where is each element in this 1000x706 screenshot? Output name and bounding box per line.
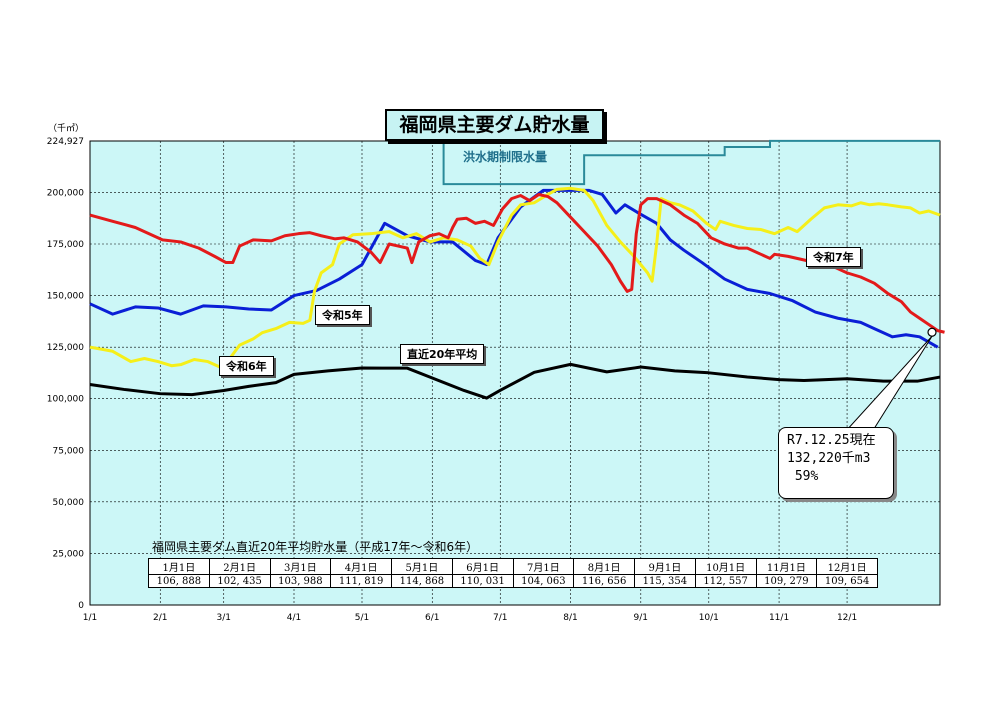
x-tick-label: 4/1 — [287, 613, 301, 623]
x-tick-label: 9/1 — [634, 613, 648, 623]
y-tick-label: 125,000 — [47, 343, 84, 353]
avg-table-header: 4月1日 — [330, 558, 392, 575]
label-r5: 令和5年 — [315, 305, 370, 325]
avg-table-value: 116, 656 — [573, 574, 635, 588]
avg-table-header: 2月1日 — [208, 558, 271, 575]
x-axis-ticks: 1/1 2/1 3/1 4/1 5/1 6/1 7/1 8/1 9/1 10/1 11/1 12/1 — [83, 613, 857, 623]
avg-table-header: 5月1日 — [391, 558, 453, 575]
callout-volume: 132,220千m3 — [787, 451, 871, 466]
current-point-marker — [927, 327, 937, 337]
x-tick-label: 2/1 — [153, 613, 167, 623]
avg-table-header: 11月1日 — [755, 558, 818, 575]
avg-table-header: 3月1日 — [269, 558, 332, 575]
x-tick-label: 3/1 — [216, 613, 230, 623]
avg-table-value: 112, 557 — [694, 574, 757, 588]
y-tick-label: 0 — [78, 601, 84, 611]
series-line — [89, 192, 945, 334]
average-table: 福岡県主要ダム直近20年平均貯水量（平成17年～令和6年） 1月1日 2月1日 3月… — [148, 538, 878, 588]
avg-table-value: 102, 435 — [208, 574, 271, 588]
y-tick-label: 50,000 — [53, 498, 85, 508]
average-table-grid: 1月1日 2月1日 3月1日 4月1日 5月1日 6月1日 7月1日 8月1日 9月1日 10月1… — [148, 558, 878, 588]
plot-border — [89, 140, 941, 606]
current-status-callout: R7.12.25現在 132,220千m3 59% — [778, 427, 894, 499]
chart-title: 福岡県主要ダム貯水量 — [385, 109, 604, 141]
avg-table-value: 103, 988 — [269, 574, 332, 588]
series-line — [89, 362, 941, 400]
avg-table-header: 8月1日 — [573, 558, 635, 575]
avg-table-value: 104, 063 — [512, 574, 575, 588]
x-tick-label: 8/1 — [563, 613, 577, 623]
label-avg: 直近20年平均 — [400, 344, 485, 364]
series-lines — [89, 186, 945, 400]
avg-table-header: 10月1日 — [694, 558, 757, 575]
label-r7: 令和7年 — [806, 247, 861, 267]
x-tick-label: 6/1 — [425, 613, 439, 623]
y-tick-label: 25,000 — [53, 549, 85, 559]
flood-limit-path — [442, 139, 940, 186]
avg-table-value: 109, 654 — [816, 574, 878, 588]
avg-table-value: 110, 031 — [451, 574, 514, 588]
avg-table-value: 115, 354 — [634, 574, 696, 588]
y-tick-label: 100,000 — [47, 395, 84, 405]
flood-limit-line — [442, 139, 940, 186]
callout-percent: 59% — [787, 469, 819, 484]
label-r6: 令和6年 — [219, 356, 274, 376]
avg-table-header: 9月1日 — [634, 558, 696, 575]
avg-table-value: 109, 279 — [755, 574, 818, 588]
x-tick-label: 10/1 — [699, 613, 719, 623]
y-tick-label: 200,000 — [47, 188, 84, 198]
x-tick-label: 11/1 — [769, 613, 789, 623]
x-tick-label: 1/1 — [83, 613, 97, 623]
y-axis-unit: （千㎥） — [48, 124, 85, 134]
avg-table-value: 114, 868 — [391, 574, 453, 588]
avg-table-value: 106, 888 — [148, 574, 210, 588]
series-line — [89, 186, 941, 370]
avg-table-header: 1月1日 — [148, 558, 210, 575]
x-tick-label: 5/1 — [355, 613, 369, 623]
avg-table-value: 111, 819 — [330, 574, 392, 588]
average-table-title: 福岡県主要ダム直近20年平均貯水量（平成17年～令和6年） — [152, 540, 479, 554]
y-tick-label: 175,000 — [47, 240, 84, 250]
y-tick-label: 75,000 — [53, 446, 85, 456]
y-tick-label: 224,927 — [47, 137, 84, 147]
y-axis-ticks: 0 25,000 50,000 75,000 100,000 125,000 150,000… — [47, 137, 84, 611]
x-tick-label: 12/1 — [837, 613, 857, 623]
avg-table-header: 12月1日 — [816, 558, 878, 575]
callout-date: R7.12.25現在 — [787, 433, 876, 448]
avg-table-header: 7月1日 — [512, 558, 575, 575]
flood-limit-label: 洪水期制限水量 — [463, 150, 548, 164]
y-tick-label: 150,000 — [47, 292, 84, 302]
avg-table-header: 6月1日 — [451, 558, 514, 575]
x-tick-label: 7/1 — [493, 613, 507, 623]
